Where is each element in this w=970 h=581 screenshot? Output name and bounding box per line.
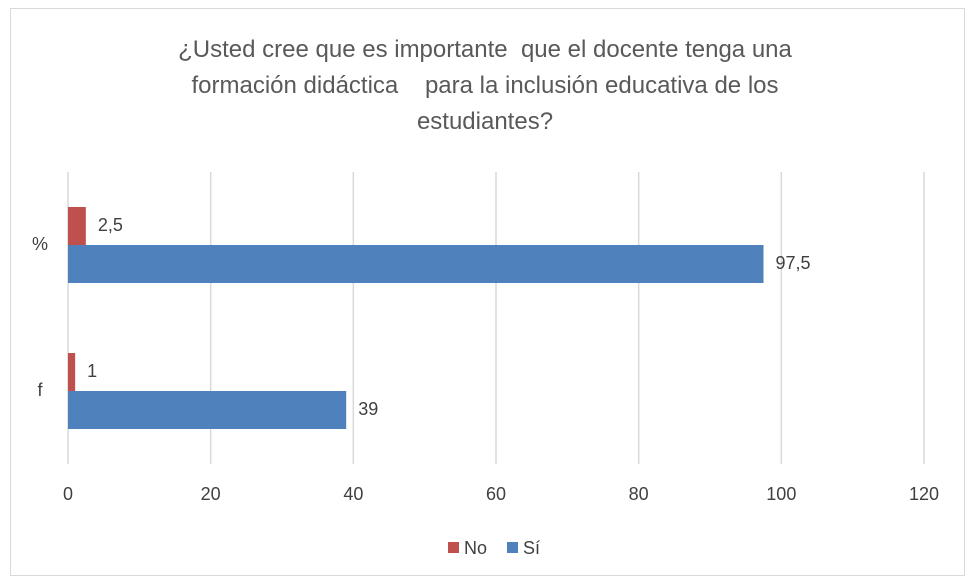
legend-label: No bbox=[464, 538, 487, 558]
chart-frame bbox=[10, 8, 965, 576]
legend-label: Sí bbox=[523, 538, 540, 558]
chart-title: ¿Usted cree que es importante que el doc… bbox=[178, 36, 799, 135]
data-label: 2,5 bbox=[98, 215, 123, 235]
bar bbox=[68, 353, 76, 391]
legend-swatch bbox=[448, 542, 459, 553]
bar bbox=[68, 391, 347, 429]
y-tick-label: % bbox=[32, 234, 48, 254]
bar bbox=[68, 245, 764, 283]
x-tick-label: 20 bbox=[201, 484, 221, 504]
x-tick-label: 120 bbox=[909, 484, 939, 504]
x-tick-label: 60 bbox=[486, 484, 506, 504]
x-tick-label: 100 bbox=[766, 484, 796, 504]
x-tick-label: 80 bbox=[629, 484, 649, 504]
legend-swatch bbox=[507, 542, 519, 553]
x-tick-label: 40 bbox=[343, 484, 363, 504]
data-label: 97,5 bbox=[776, 253, 811, 273]
bar bbox=[68, 207, 86, 245]
x-tick-label: 0 bbox=[63, 484, 73, 504]
data-label: 39 bbox=[358, 399, 378, 419]
data-label: 1 bbox=[87, 361, 97, 381]
y-tick-label: f bbox=[37, 380, 43, 400]
